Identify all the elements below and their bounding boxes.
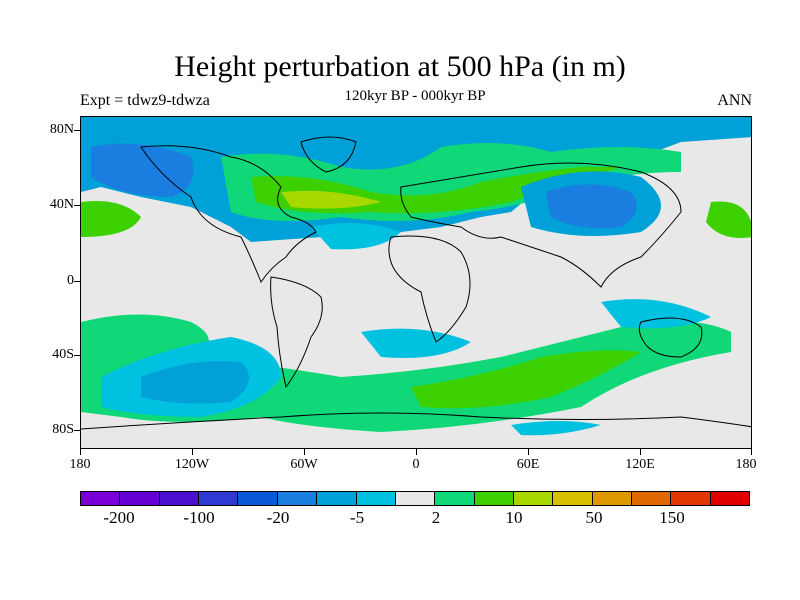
asia-negative-core [546, 184, 637, 229]
map-subtitle: 120kyr BP - 000kyr BP [344, 88, 486, 104]
lon-tick-60e: 60E [516, 457, 540, 472]
lat-tick-0: 0 [67, 273, 74, 288]
x-tick-mark [192, 449, 193, 455]
y-tick-mark [74, 130, 80, 131]
contour-map-svg [81, 117, 751, 448]
colorbar-label: -200 [103, 508, 135, 527]
colorbar-swatch [474, 492, 514, 505]
colorbar-swatch [238, 492, 278, 505]
coast-eurasia [400, 162, 682, 288]
colorbar-swatch [317, 492, 357, 505]
lon-tick-120w: 120W [174, 457, 210, 472]
map-title: Height perturbation at 500 hPa (in m) [174, 50, 626, 83]
lat-tick-40n: 40N [49, 197, 74, 212]
coastlines [81, 136, 751, 430]
colorbar-swatch [435, 492, 475, 505]
colorbar-label: 2 [431, 508, 441, 527]
north-neg-core-pacific [91, 143, 194, 197]
contour-fields [81, 117, 751, 436]
colorbar [80, 491, 750, 506]
colorbar-swatch [671, 492, 711, 505]
colorbar-label: -5 [349, 508, 365, 527]
colorbar-label: 50 [585, 508, 603, 527]
colorbar-swatch [81, 492, 121, 505]
x-tick-mark [640, 449, 641, 455]
lon-tick-0: 0 [412, 457, 420, 472]
colorbar-swatch [356, 492, 396, 505]
lat-tick-80s: 80S [52, 422, 74, 437]
atlantic-negative [311, 223, 401, 250]
lon-tick-180e: 180 [735, 457, 757, 472]
lat-tick-80n: 80N [49, 122, 74, 137]
x-tick-mark [416, 449, 417, 455]
colorbar-swatch [592, 492, 633, 505]
y-tick-mark [74, 281, 80, 282]
experiment-label: Expt = tdwz9-tdwza [80, 92, 210, 109]
colorbar-swatch [513, 492, 554, 505]
colorbar-label: -100 [183, 508, 215, 527]
lat-tick-40s: 40S [52, 347, 74, 362]
pacific-positive [81, 201, 141, 237]
contour-map [80, 116, 752, 449]
coast-north-america [140, 145, 317, 284]
south-negative-core [141, 361, 249, 404]
lon-tick-120e: 120E [625, 457, 655, 472]
colorbar-swatch [120, 492, 160, 505]
colorbar-swatch [395, 492, 436, 505]
lon-tick-180w: 180 [69, 457, 91, 472]
y-tick-mark [74, 205, 80, 206]
coast-greenland [300, 136, 357, 173]
colorbar-swatch [199, 492, 239, 505]
lon-tick-60w: 60W [290, 457, 318, 472]
colorbar-swatch [632, 492, 672, 505]
season-label: ANN [717, 92, 752, 109]
x-tick-mark [80, 449, 81, 455]
pacific-positive-east [706, 201, 751, 238]
south-negative-indian [601, 299, 711, 329]
colorbar-swatch [710, 492, 750, 505]
y-tick-mark [74, 355, 80, 356]
south-positive-core [411, 350, 641, 409]
colorbar-label: -20 [266, 508, 290, 527]
x-tick-mark [304, 449, 305, 455]
x-tick-mark [751, 449, 752, 455]
coast-south-america [270, 276, 323, 389]
colorbar-label: 150 [659, 508, 685, 527]
colorbar-swatch [553, 492, 593, 505]
coast-antarctica [81, 412, 751, 430]
colorbar-swatch [159, 492, 200, 505]
coast-africa [388, 235, 471, 343]
antarctic-negative [511, 421, 601, 436]
colorbar-label: 10 [505, 508, 523, 527]
north-positive-strong [281, 190, 381, 209]
coast-australia [638, 317, 703, 358]
colorbar-swatch [277, 492, 318, 505]
y-tick-mark [74, 430, 80, 431]
x-tick-mark [528, 449, 529, 455]
